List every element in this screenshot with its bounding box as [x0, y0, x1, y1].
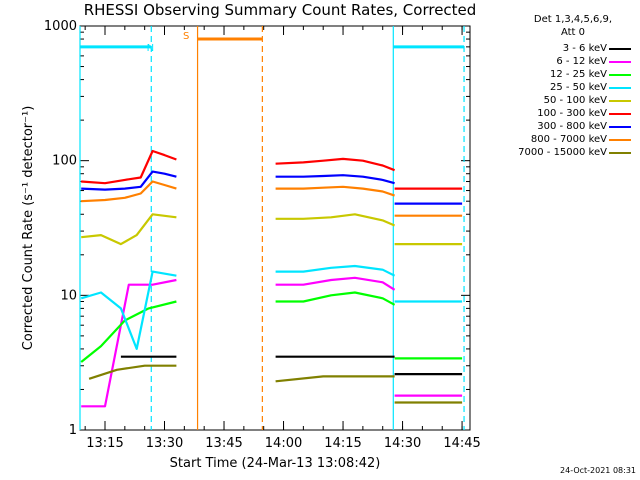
series-line [275, 264, 396, 277]
legend-label: 50 - 100 keV [543, 95, 607, 106]
legend-item: 50 - 100 keV [482, 94, 637, 107]
series-line [275, 185, 395, 197]
legend-swatch [609, 100, 631, 102]
x-tick-label: 14:30 [384, 436, 421, 451]
y-tick-label: 100 [52, 154, 77, 169]
x-tick-label: 14:15 [324, 436, 361, 451]
x-tick-label: 13:30 [146, 436, 183, 451]
legend-item: 6 - 12 keV [482, 55, 637, 68]
series-line [81, 278, 177, 408]
plot-frame [79, 25, 471, 431]
series-line [80, 270, 177, 350]
x-tick-label: 13:15 [86, 436, 123, 451]
legend-label: 25 - 50 keV [549, 82, 607, 93]
legend-item: 800 - 7000 keV [482, 133, 637, 146]
legend-header: Det 1,3,4,5,6,9, Att 0 [508, 13, 638, 39]
chart-title: RHESSI Observing Summary Count Rates, Co… [83, 1, 477, 19]
series-line [275, 276, 396, 291]
x-tick-label: 14:00 [265, 436, 302, 451]
legend-item: 3 - 6 keV [482, 42, 637, 55]
series-line [88, 364, 177, 380]
legend-swatch [609, 61, 631, 63]
series-line [81, 180, 177, 203]
legend-swatch [609, 139, 631, 141]
legend-label: 300 - 800 keV [537, 121, 607, 132]
x-tick-label: 14:45 [443, 436, 480, 451]
legend-swatch [609, 48, 631, 50]
legend-swatch [609, 87, 631, 89]
event-marker-label: S [183, 31, 189, 42]
legend-label: 6 - 12 keV [556, 56, 607, 67]
legend-header-line-1: Det 1,3,4,5,6,9, [533, 14, 613, 25]
legend-label: 12 - 25 keV [549, 69, 607, 80]
series-line [81, 213, 177, 246]
legend-swatch [609, 74, 631, 76]
event-marker-label: N [147, 43, 154, 54]
x-axis-title: Start Time (24-Mar-13 13:08:42) [170, 456, 381, 471]
legend-item: 25 - 50 keV [482, 81, 637, 94]
legend-label: 3 - 6 keV [562, 43, 607, 54]
y-axis-title: Corrected Count Rate (s⁻¹ detector⁻¹) [21, 106, 36, 351]
legend-item: 7000 - 15000 keV [482, 146, 637, 159]
legend-label: 800 - 7000 keV [530, 134, 607, 145]
series-line [81, 170, 177, 191]
legend-header-line-2: Att 0 [560, 27, 586, 38]
x-tick-label: 13:45 [205, 436, 242, 451]
legend-label: 100 - 300 keV [537, 108, 607, 119]
series-line [275, 157, 396, 172]
legend-swatch [609, 152, 631, 154]
legend-item: 12 - 25 keV [482, 68, 637, 81]
series-line [275, 375, 395, 383]
y-tick-label: 10 [60, 288, 77, 303]
series-line [81, 149, 177, 185]
y-tick-label: 1000 [44, 19, 77, 34]
legend-label: 7000 - 15000 keV [518, 147, 607, 158]
generation-timestamp: 24-Oct-2021 08:31 [560, 466, 636, 475]
y-tick-label: 1 [69, 423, 77, 438]
series-line [80, 300, 177, 363]
legend-item: 100 - 300 keV [482, 107, 637, 120]
series-line [275, 174, 395, 185]
legend: 3 - 6 keV 6 - 12 keV 12 - 25 keV 25 - 50… [482, 42, 637, 159]
series-line [275, 291, 396, 306]
series-line [275, 213, 396, 227]
legend-swatch [609, 113, 631, 115]
legend-item: 300 - 800 keV [482, 120, 637, 133]
legend-swatch [609, 126, 631, 128]
series-group [80, 149, 463, 408]
